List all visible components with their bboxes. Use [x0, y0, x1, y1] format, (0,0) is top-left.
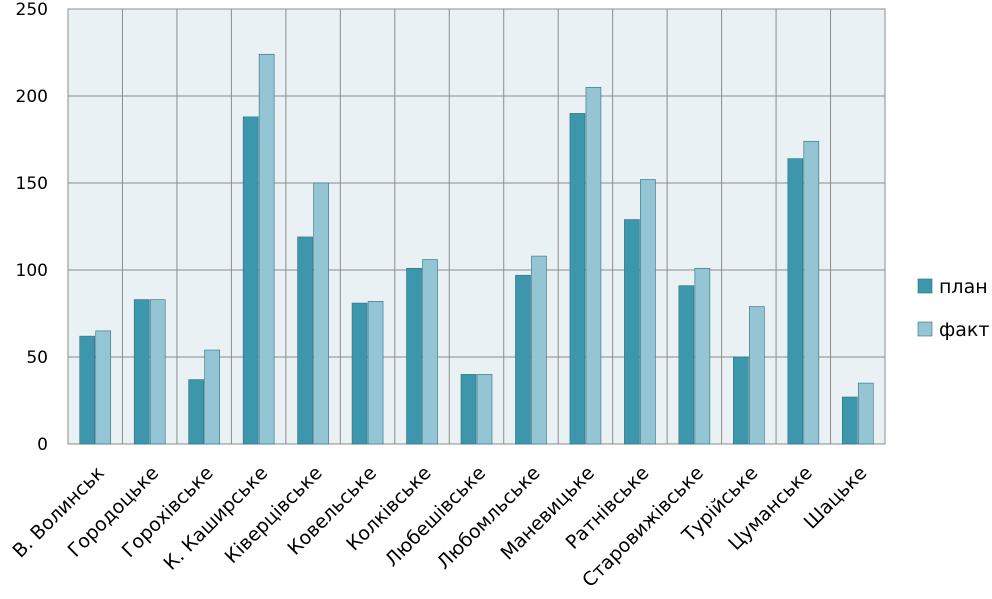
bar-plan [79, 335, 96, 445]
bar-fact [640, 179, 656, 445]
y-tick-label: 50 [26, 348, 48, 368]
bar-plan [406, 267, 422, 445]
bar-plan [678, 285, 695, 445]
bar-plan [787, 158, 804, 445]
bar-fact [694, 267, 711, 445]
bar-plan [460, 374, 477, 445]
bar-fact [857, 382, 874, 445]
x-category-label: Ківерцівське [221, 462, 327, 568]
y-tick-label: 100 [16, 261, 48, 281]
bar-fact [149, 299, 166, 445]
gridlines [68, 8, 885, 445]
bar-fact [313, 182, 329, 445]
bar-plan [624, 219, 640, 445]
bar-fact [531, 255, 547, 445]
bars [79, 53, 874, 445]
legend-swatch-plan [917, 278, 933, 294]
bar-plan [733, 356, 749, 445]
bar-fact [204, 349, 220, 445]
y-axis-ticks: 0 50 100 150 200 250 [16, 0, 48, 455]
x-category-label: В. Волинськ [8, 462, 108, 562]
legend: план факт [917, 276, 989, 341]
bar-fact [367, 301, 384, 445]
bar-fact [476, 374, 493, 445]
bar-plan [515, 274, 531, 445]
x-category-label: Маневицьке [496, 462, 599, 565]
bar-plan [188, 379, 204, 445]
bar-plan [841, 396, 858, 445]
bar-plan [242, 116, 259, 445]
y-tick-label: 0 [37, 435, 48, 455]
y-tick-label: 250 [16, 0, 48, 20]
plot-area [67, 8, 886, 445]
bar-fact [258, 53, 275, 445]
bar-fact [95, 330, 112, 445]
bar-fact [803, 140, 820, 445]
legend-label-plan: план [939, 276, 988, 298]
bar-plan [297, 236, 313, 445]
bar-fact [585, 87, 602, 445]
bar-plan [569, 113, 586, 445]
y-tick-label: 200 [16, 87, 48, 107]
legend-label-fact: факт [939, 319, 989, 341]
y-tick-label: 150 [16, 174, 48, 194]
bar-fact [422, 259, 438, 445]
bar-plan [133, 299, 150, 445]
bar-fact [749, 306, 765, 445]
bar-plan [351, 302, 368, 445]
legend-swatch-fact [917, 321, 933, 337]
